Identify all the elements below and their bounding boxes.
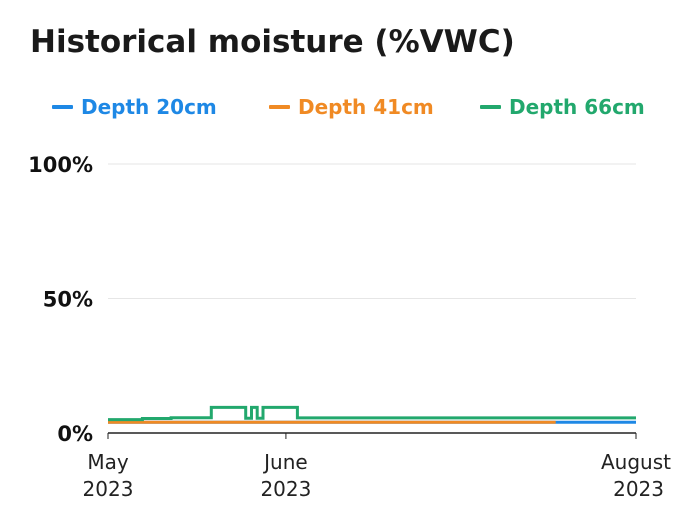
y-tick-label: 100% <box>28 153 93 177</box>
legend-item-depth-41cm[interactable]: Depth 41cm <box>269 95 434 119</box>
legend-label: Depth 66cm <box>509 95 645 119</box>
legend-label: Depth 41cm <box>298 95 434 119</box>
x-tick-label-year: 2023 <box>83 477 134 501</box>
legend-swatch <box>52 105 73 109</box>
legend-label: Depth 20cm <box>81 95 217 119</box>
y-tick-label: 50% <box>43 288 93 312</box>
series-line-depth-66cm <box>108 405 636 422</box>
x-tick-label-month: May <box>87 450 129 474</box>
chart-title: Historical moisture (%VWC) <box>30 24 515 60</box>
y-tick-label: 0% <box>57 422 93 446</box>
x-tick-label-year: 2023 <box>260 477 311 501</box>
x-tick-label-month: June <box>262 450 308 474</box>
x-tick-label-month: August <box>601 450 671 474</box>
x-tick-label-year: 2023 <box>613 477 664 501</box>
legend-item-depth-66cm[interactable]: Depth 66cm <box>480 95 645 119</box>
legend-swatch <box>480 105 501 109</box>
legend-item-depth-20cm[interactable]: Depth 20cm <box>52 95 217 119</box>
legend-swatch <box>269 105 290 109</box>
